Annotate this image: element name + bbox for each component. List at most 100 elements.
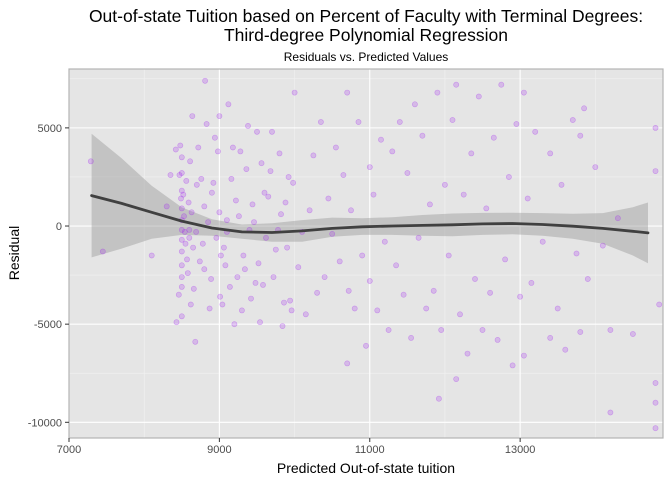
data-point [487,289,493,296]
data-point [163,203,170,210]
data-point [220,244,227,251]
data-point [288,307,295,314]
data-point [558,181,565,188]
data-point [528,279,535,286]
data-point [581,105,587,112]
data-point [203,121,210,127]
x-axis: 7000 9000 11000 13000 [57,438,535,456]
data-point [213,234,220,241]
data-point [329,230,336,237]
data-point [426,201,433,208]
data-point [302,311,309,318]
data-point [205,219,211,225]
data-point [177,142,184,149]
data-point [348,207,354,214]
data-point [187,301,194,308]
data-point [599,242,606,249]
data-point [423,305,430,312]
data-point [190,285,197,292]
data-point [235,213,242,220]
data-point [248,295,254,302]
data-point [181,228,188,235]
data-point [355,119,362,125]
smooth-fit-line [90,194,650,235]
data-point [652,399,659,406]
data-point [176,172,183,178]
data-point [547,334,554,341]
data-point [547,150,554,157]
data-point [285,174,292,180]
data-point [340,172,347,178]
data-point [404,170,411,176]
data-point [190,244,196,251]
data-point [652,168,659,174]
data-point [270,274,277,280]
data-point [255,260,262,267]
data-point [238,307,245,314]
data-point [172,146,179,153]
data-point [415,234,422,241]
data-point [222,262,229,269]
data-point [193,181,200,188]
y-tick-label: -10000 [28,417,62,429]
data-point [592,164,599,170]
data-point [225,101,232,108]
data-point [521,352,527,359]
data-point [188,209,195,216]
data-point [490,134,497,141]
data-point [167,172,174,178]
data-point [363,342,369,349]
data-point [400,291,407,298]
data-point [196,258,203,265]
data-point [396,119,403,125]
data-point [306,207,313,214]
data-point [483,205,490,212]
plot-panel [69,69,663,438]
data-point [569,117,576,123]
data-point [652,125,659,131]
data-point [539,238,546,245]
y-tick-label: -5000 [34,319,62,331]
data-point [430,287,437,294]
data-point [208,189,215,196]
data-point [281,299,287,306]
data-point [193,228,199,235]
data-point [201,266,208,273]
data-point [257,319,263,326]
smooth-line-layer [90,194,650,235]
data-point [332,144,339,151]
data-point [214,148,221,155]
data-point [240,252,247,259]
x-tick-label: 7000 [57,444,81,456]
data-point [287,297,293,304]
data-point [502,256,508,263]
data-point [291,89,298,96]
data-point [438,327,445,333]
data-point [228,175,235,182]
data-point [178,236,185,243]
y-tick-label: 0 [56,221,62,233]
data-point [336,258,343,265]
data-point [573,250,580,257]
data-points [87,77,663,432]
data-point [366,164,373,170]
minor-gridlines [69,69,663,438]
data-point [217,293,223,300]
data-point [237,148,244,155]
data-point [243,166,250,172]
data-point [449,117,456,123]
data-point [276,150,283,157]
data-point [344,89,351,96]
x-axis-title: Predicted Out-of-state tuition [277,460,455,476]
data-point [195,144,202,151]
data-point [457,311,463,318]
data-point [445,252,452,259]
data-point [434,89,441,96]
data-point [99,248,106,255]
data-point [189,113,196,119]
data-point [178,283,185,290]
data-point [182,240,189,247]
data-point [453,81,460,88]
data-point [175,291,182,298]
data-point [183,177,190,184]
